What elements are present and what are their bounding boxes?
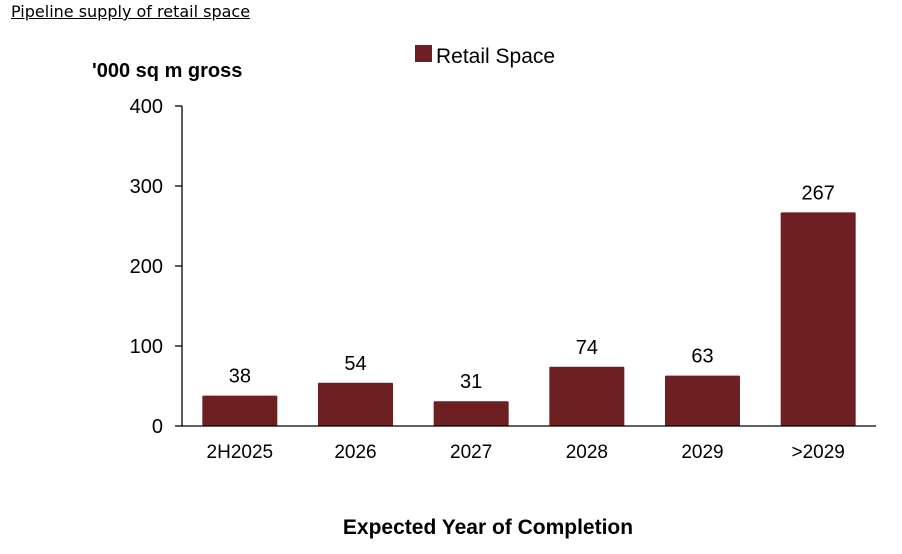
y-tick-label: 300 [130, 176, 163, 198]
data-label: 63 [691, 346, 713, 368]
data-label: 74 [576, 337, 598, 359]
y-tick-label: 0 [152, 416, 163, 438]
x-tick-label: 2H2025 [207, 442, 274, 463]
x-tick-label: 2026 [334, 442, 376, 463]
y-tick-label: 200 [130, 256, 163, 278]
data-label: 54 [344, 353, 366, 375]
x-tick-label: 2027 [450, 442, 492, 463]
x-tick-label: >2029 [791, 442, 844, 463]
bar [549, 366, 625, 426]
page-title: Pipeline supply of retail space [11, 2, 251, 21]
bar [202, 395, 278, 426]
legend-label: Retail Space [436, 45, 555, 68]
data-label: 31 [460, 371, 482, 393]
data-label: 267 [801, 182, 834, 204]
y-tick-label: 100 [130, 336, 163, 358]
y-tick-label: 400 [130, 96, 163, 118]
bar [780, 212, 856, 426]
x-tick-label: 2029 [681, 442, 723, 463]
legend-swatch [415, 45, 432, 62]
x-axis-title: Expected Year of Completion [343, 516, 633, 539]
y-axis-title: '000 sq m gross [92, 60, 242, 82]
data-label: 38 [229, 366, 251, 388]
x-tick-label: 2028 [566, 442, 608, 463]
bar [318, 382, 393, 426]
bar [433, 401, 509, 426]
bar [665, 375, 740, 426]
